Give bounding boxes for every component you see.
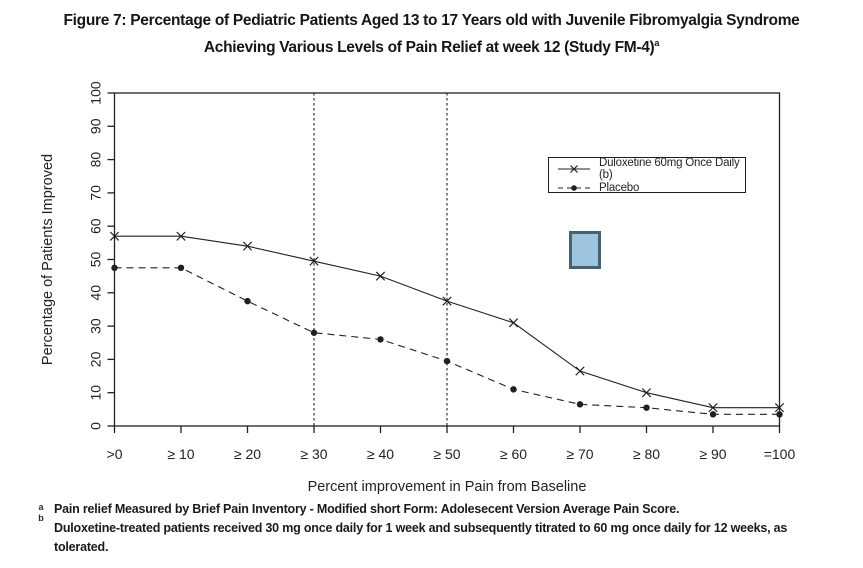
x-tick-label: ≥ 90 [699,446,726,462]
data-point-dot-marker [776,411,783,418]
data-point-dot-marker [377,336,384,343]
data-point-x-marker [508,318,519,328]
data-point-x-marker [176,231,186,241]
x-tick-label: ≥ 80 [633,446,660,462]
y-tick-label: 60 [88,218,104,234]
data-point-x-marker [575,366,585,376]
data-point-x-marker [774,403,785,413]
figure-title: Figure 7: Percentage of Pediatric Patien… [0,10,863,59]
legend-item: Duloxetine 60mg Once Daily (b) [557,157,745,181]
data-point-x-marker [242,241,253,251]
data-point-dot-marker [576,401,584,408]
y-tick-label: 80 [88,152,104,168]
legend-label: Duloxetine 60mg Once Daily (b) [599,156,740,181]
data-point-x-marker [109,231,120,241]
data-point-x-marker [375,271,386,281]
x-tick-label: ≥ 60 [500,446,527,462]
x-tick-label: ≥ 40 [367,446,394,462]
data-point-dot-marker [310,329,318,336]
data-point-dot-marker [177,264,185,272]
highlight-square [569,231,601,269]
data-point-x-marker [309,256,319,266]
data-point-dot-marker [443,357,451,365]
y-tick-label: 0 [88,422,104,430]
legend-dot-marker-icon [558,184,590,191]
data-point-dot-marker [709,411,717,418]
x-axis-title: Percent improvement in Pain from Baselin… [308,479,587,495]
footnote-text-b: Duloxetine-treated patients received 30 … [54,521,788,554]
x-tick-label: ≥ 20 [234,446,261,462]
x-tick-label: >0 [107,446,123,462]
data-point-dot-marker [643,404,650,411]
y-tick-label: 100 [88,81,104,105]
figure-title-superscript: a [654,38,660,48]
x-tick-label: ≥ 30 [300,446,327,462]
figure-title-line1: Figure 7: Percentage of Pediatric Patien… [63,12,800,29]
y-tick-label: 50 [88,252,104,268]
y-tick-label: 20 [88,351,104,367]
x-tick-label: ≥ 70 [566,446,593,462]
y-tick-label: 70 [88,185,104,201]
x-tick-label: =100 [764,446,796,462]
figure-title-line2: Achieving Various Levels of Pain Relief … [0,32,863,59]
legend-item: Placebo [557,182,745,194]
data-point-dot-marker [111,264,118,272]
footnote-marker-b: b [38,513,44,523]
data-point-x-marker [641,388,652,398]
y-tick-label: 90 [88,118,104,134]
data-point-x-marker [442,296,452,306]
data-point-x-marker [708,403,718,413]
footnote-marker-a: a [38,502,44,512]
series-line-0 [114,235,780,409]
figure-title-line2-text: Achieving Various Levels of Pain Relief … [203,39,655,57]
y-tick-label: 30 [88,318,104,334]
footnote-texts: Pain relief Measured by Brief Pain Inven… [54,500,840,557]
data-point-dot-marker [244,297,251,305]
footnotes: a b Pain relief Measured by Brief Pain I… [28,500,840,557]
footnote-markers: a b [28,500,54,557]
x-tick-label: ≥ 50 [433,446,460,462]
footnote-text-a: Pain relief Measured by Brief Pain Inven… [54,502,680,516]
y-axis-title: Percentage of Patients Improved [40,154,56,365]
y-tick-label: 40 [88,285,104,301]
legend-label: Placebo [599,181,640,194]
y-tick-label: 10 [88,385,104,401]
legend-x-marker-icon [558,164,590,173]
data-point-dot-marker [510,386,517,393]
x-tick-label: ≥ 10 [167,446,194,462]
chart-legend: Duloxetine 60mg Once Daily (b) Placebo [548,157,746,194]
